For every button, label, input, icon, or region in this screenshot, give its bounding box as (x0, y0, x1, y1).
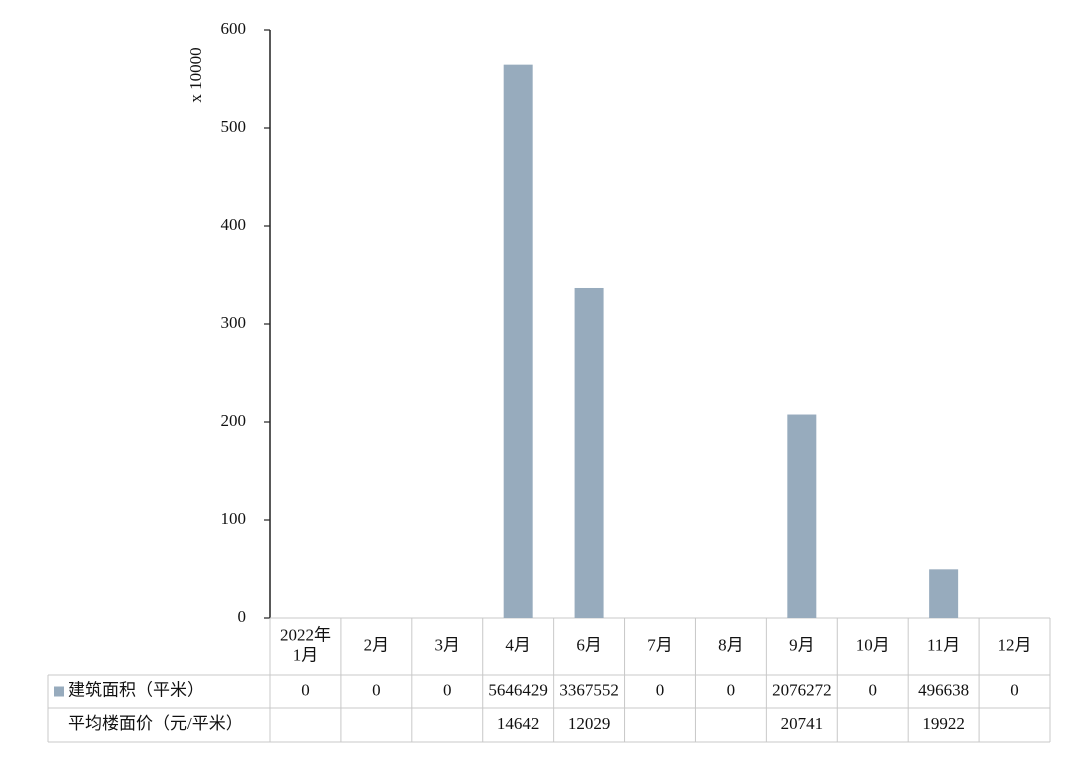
y-tick-label: 200 (221, 411, 247, 430)
bar (574, 287, 604, 618)
row-label: 平均楼面价（元/平米） (68, 714, 243, 733)
x-tick-label: 10月 (856, 635, 890, 654)
table-value: 0 (1010, 680, 1019, 699)
x-tick-label: 3月 (435, 635, 461, 654)
x-tick-label: 2月 (364, 635, 390, 654)
x-tick-label: 4月 (505, 635, 531, 654)
y-axis-label: x 10000 (186, 47, 205, 102)
y-tick-label: 100 (221, 509, 247, 528)
y-tick-label: 0 (238, 607, 247, 626)
table-value: 20741 (781, 714, 824, 733)
y-tick-label: 600 (221, 19, 247, 38)
table-value: 3367552 (559, 680, 619, 699)
x-tick-label: 12月 (998, 635, 1032, 654)
table-value: 5646429 (488, 680, 548, 699)
legend-swatch (54, 686, 64, 697)
table-value: 496638 (918, 680, 969, 699)
y-tick-label: 400 (221, 215, 247, 234)
table-value: 0 (443, 680, 452, 699)
table-value: 2076272 (772, 680, 832, 699)
y-tick-label: 500 (221, 117, 247, 136)
table-value: 12029 (568, 714, 611, 733)
x-tick-label: 9月 (789, 635, 815, 654)
table-value: 0 (727, 680, 736, 699)
bar (787, 414, 817, 618)
bar (503, 64, 533, 618)
table-value: 19922 (922, 714, 965, 733)
x-tick-label: 2022年 1月 (280, 625, 331, 664)
table-value: 0 (656, 680, 665, 699)
legend-label: 建筑面积（平米） (68, 680, 204, 699)
table-value: 0 (372, 680, 381, 699)
x-tick-label: 7月 (647, 635, 673, 654)
table-value: 14642 (497, 714, 540, 733)
x-tick-label: 8月 (718, 635, 744, 654)
x-tick-label: 6月 (576, 635, 602, 654)
bar (929, 569, 959, 618)
table-value: 0 (301, 680, 310, 699)
y-tick-label: 300 (221, 313, 247, 332)
x-tick-label: 11月 (927, 635, 960, 654)
table-value: 0 (868, 680, 877, 699)
